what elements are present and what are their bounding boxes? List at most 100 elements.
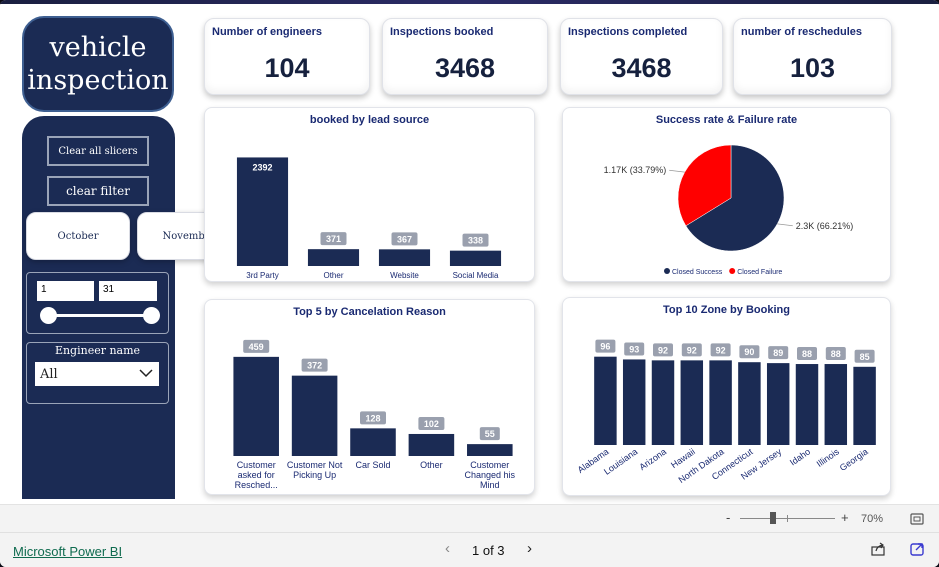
day-range-slicer: [26, 272, 169, 334]
report-title-box: vehicle inspection: [22, 16, 174, 112]
data-label: 92: [716, 345, 726, 355]
category-label: Idaho: [788, 446, 812, 467]
pie-slice: [685, 144, 785, 252]
category-label: Customer Not: [287, 460, 343, 470]
bar: [236, 157, 289, 266]
day-range-end-input[interactable]: 31: [99, 281, 157, 301]
data-label-bg: [710, 343, 731, 357]
kpi-card-reschedules: number of reschedules 103: [733, 18, 892, 95]
bar: [467, 444, 513, 456]
data-label: 92: [687, 345, 697, 355]
category-label: asked for: [238, 470, 275, 480]
cancel-reason-chart-card: Top 5 by Cancelation Reason 459 Customer a…: [204, 299, 535, 495]
chart-title: booked by lead source: [309, 114, 430, 126]
kpi-value: 103: [789, 53, 836, 83]
data-label-bg: [768, 346, 789, 360]
data-label: 55: [485, 429, 495, 439]
data-label-bg: [479, 427, 500, 441]
zoom-slider-tick: [787, 515, 788, 522]
data-label-bg: [825, 347, 846, 361]
clear-filter-button[interactable]: clear filter: [47, 176, 149, 206]
kpi-value: 3468: [434, 53, 496, 83]
bar: [307, 249, 360, 266]
data-label-bg: [595, 339, 616, 353]
kpi-card-engineers: Number of engineers 104: [204, 18, 370, 95]
category-label: Changed his: [465, 470, 516, 480]
kpi-value: 104: [264, 53, 310, 83]
bar: [233, 356, 279, 456]
leader-line: [777, 223, 793, 227]
category-label: Car Sold: [355, 460, 390, 470]
month-october-button[interactable]: October: [26, 212, 130, 260]
data-label-bg: [624, 342, 645, 356]
legend-marker: [729, 268, 736, 274]
category-label: Website: [390, 271, 419, 280]
open-in-new-window-icon[interactable]: [910, 542, 925, 556]
data-label: 128: [365, 413, 380, 423]
chart-title: Top 5 by Cancelation Reason: [293, 306, 446, 318]
report-canvas: vehicle inspection Clear all slicers cle…: [0, 4, 939, 504]
zoom-out-button[interactable]: -: [726, 510, 731, 525]
success-rate-pie-chart: 2.3K (66.21%) 1.17K (33.79%) Closed Succes…: [604, 144, 853, 276]
bar: [651, 360, 675, 445]
category-label: 3rd Party: [246, 271, 278, 280]
bar: [350, 428, 396, 456]
clear-all-slicers-button[interactable]: Clear all slicers: [47, 136, 149, 166]
category-label: Other: [323, 271, 343, 280]
bar: [594, 356, 617, 445]
data-label-bg: [391, 232, 418, 246]
zoom-in-button[interactable]: +: [841, 510, 849, 525]
data-label: 367: [397, 234, 412, 244]
day-range-start-handle[interactable]: [40, 307, 57, 324]
data-label: 93: [629, 344, 639, 354]
data-label-bg: [301, 358, 328, 372]
bar: [795, 364, 819, 445]
data-label: 338: [468, 236, 483, 246]
chevron-down-icon: [139, 369, 153, 378]
kpi-title: number of reschedules: [741, 26, 863, 38]
engineer-slicer: [26, 342, 169, 404]
zoom-slider-handle[interactable]: [770, 512, 777, 524]
data-label: 85: [860, 352, 870, 362]
kpi-card-booked: Inspections booked 3468: [382, 18, 548, 95]
data-label-bg: [681, 343, 702, 357]
category-label: Resched...: [235, 480, 278, 490]
kpi-title: Inspections completed: [568, 26, 688, 38]
engineer-slicer-label: Engineer name: [54, 344, 141, 357]
bar: [449, 250, 502, 266]
data-label: 88: [802, 349, 812, 359]
category-label: Arizona: [637, 446, 668, 472]
engineer-dropdown[interactable]: All: [35, 362, 159, 386]
bar: [291, 375, 338, 456]
category-label: Mind: [480, 480, 500, 490]
category-label: Customer: [470, 460, 509, 470]
kpi-value: 3468: [611, 53, 672, 83]
report-title: vehicle inspection: [27, 32, 169, 96]
chart-title: Success rate & Failure rate: [655, 114, 798, 126]
engineer-dropdown-value: All: [40, 366, 58, 382]
data-label: 89: [773, 348, 783, 358]
category-label: Customer: [237, 460, 276, 470]
day-range-start-input[interactable]: 1: [37, 281, 94, 301]
share-icon[interactable]: [871, 542, 886, 556]
bar: [378, 249, 431, 266]
zone-booking-chart: 96Alabama93Louisiana92Arizona92Hawaii92N…: [576, 339, 876, 485]
power-bi-link[interactable]: Microsoft Power BI: [13, 544, 123, 559]
fit-to-page-icon[interactable]: [910, 513, 924, 525]
bar: [824, 364, 848, 445]
day-range-end-handle[interactable]: [143, 307, 160, 324]
data-label: 459: [249, 342, 264, 352]
data-label-bg: [854, 349, 875, 363]
lead-source-chart-card: booked by lead source 2392 3rd Party 371 Ot…: [204, 107, 535, 282]
bar: [766, 363, 790, 445]
day-range-track: [48, 314, 152, 317]
data-label-bg: [243, 339, 270, 353]
legend-label: Closed Success: [672, 269, 723, 276]
next-page-icon[interactable]: ›: [527, 540, 532, 557]
category-label: Social Media: [453, 271, 499, 280]
category-label: Georgia: [838, 446, 870, 473]
previous-page-icon[interactable]: ‹: [445, 540, 450, 557]
data-label-bg: [462, 233, 489, 247]
